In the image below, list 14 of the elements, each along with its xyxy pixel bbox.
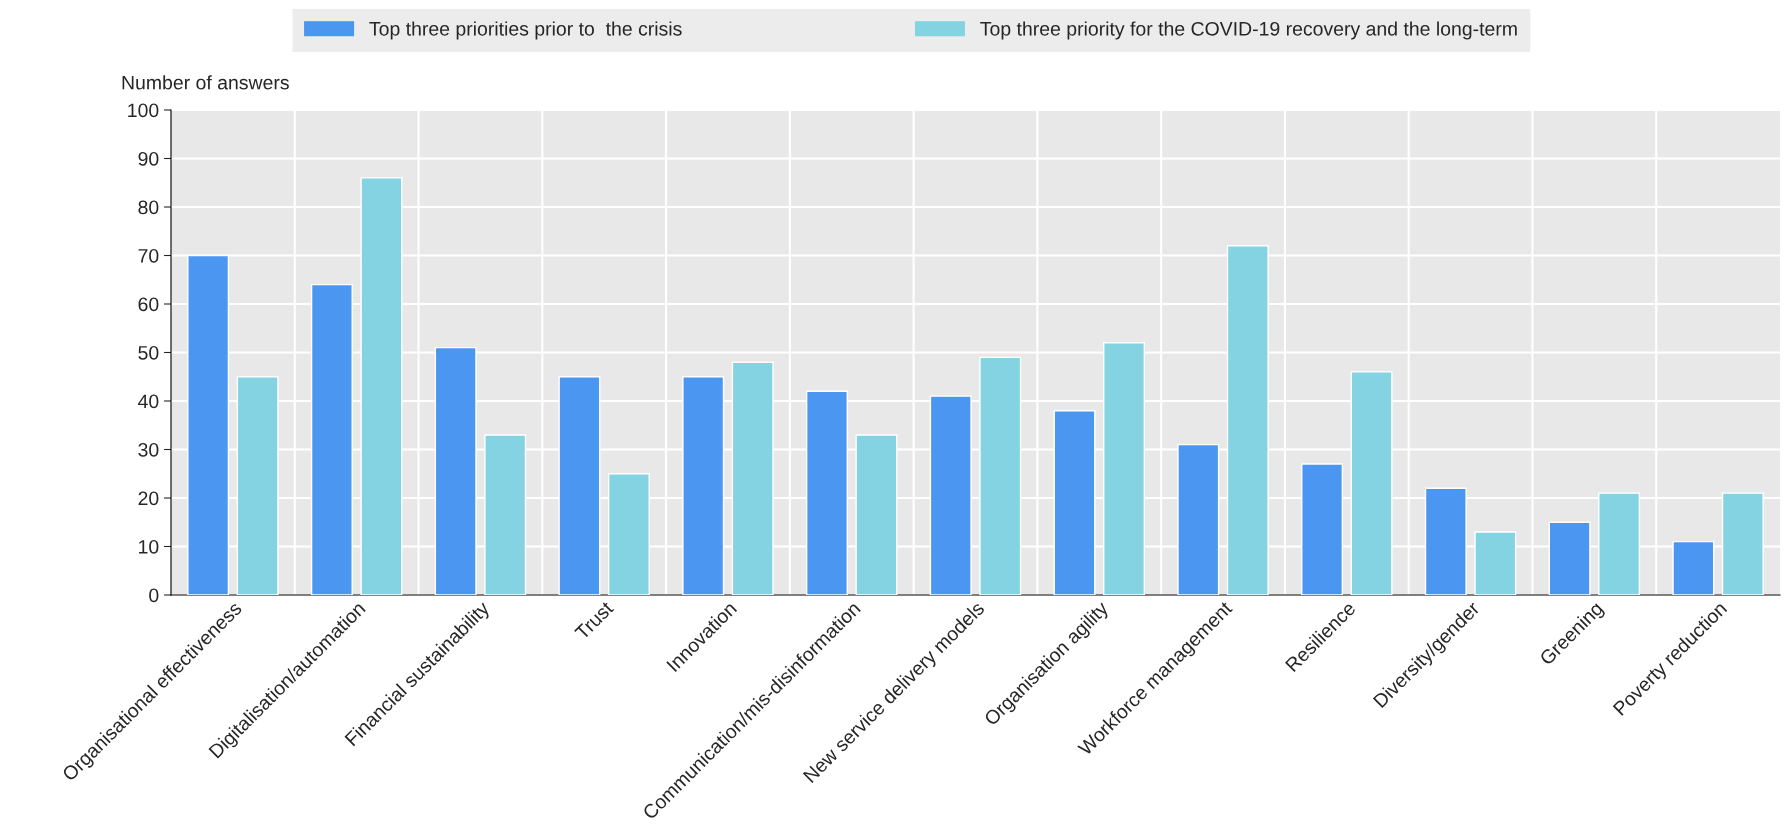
y-tick-label: 10	[139, 539, 159, 554]
y-tick-label: 80	[138, 200, 159, 215]
y-tick-label: 70	[138, 248, 159, 263]
y-tick-label: 60	[138, 297, 159, 312]
legend-label: Top three priorities prior to the crisis	[369, 21, 682, 40]
y-tick-label: 20	[138, 491, 159, 506]
y-axis-title: Number of answers	[122, 75, 289, 90]
legend-label: Top three priority for the COVID-19 recovery and the long-term	[980, 21, 1517, 40]
y-tick-label: 40	[138, 394, 159, 409]
y-tick-label: 30	[138, 442, 159, 457]
y-tick-label: 90	[138, 151, 159, 166]
y-tick-label: 0	[149, 588, 159, 603]
y-tick-label: 100	[128, 103, 159, 118]
y-tick-label: 50	[138, 345, 159, 360]
